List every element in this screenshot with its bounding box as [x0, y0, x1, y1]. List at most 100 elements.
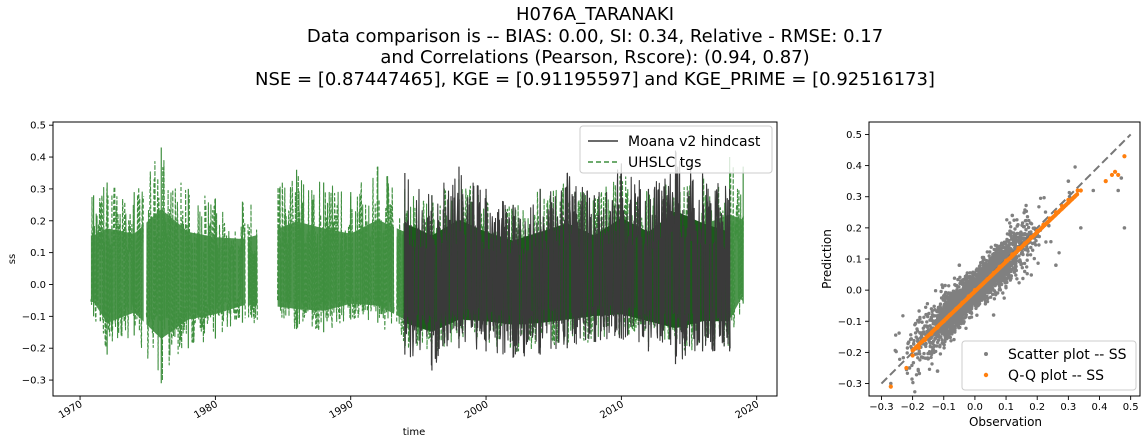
scatter-point — [1004, 286, 1008, 290]
x-axis-label: time — [403, 427, 426, 438]
scatter-point — [975, 313, 979, 317]
scatter-point — [984, 288, 988, 293]
scatter-point — [967, 316, 972, 320]
scatter-point — [1057, 251, 1061, 255]
scatter-point — [926, 328, 931, 332]
scatter-point — [905, 371, 910, 375]
scatter-point — [922, 315, 926, 319]
scatter-point — [897, 331, 901, 335]
scatter-point — [974, 300, 978, 304]
scatter-point — [991, 256, 996, 261]
scatter-point — [1022, 269, 1027, 274]
sc-x-tick-label-1: −0.2 — [900, 402, 924, 413]
scatter-point — [989, 295, 993, 299]
scatter-point — [957, 285, 961, 289]
scatter-point — [989, 245, 993, 249]
scatter-point — [943, 283, 947, 288]
y-tick-label-7: 0.4 — [30, 153, 46, 164]
scatter-point — [927, 311, 931, 316]
scatter-point — [929, 307, 934, 311]
scatter-point — [1025, 253, 1030, 257]
scatter-point — [956, 277, 960, 282]
scatter-point — [962, 320, 966, 324]
scatter-point — [964, 278, 968, 282]
scatter-point — [936, 313, 941, 317]
scatter-point — [1027, 218, 1031, 223]
scatter-point — [969, 307, 974, 311]
scatter-point — [996, 253, 1000, 258]
scatter-point — [953, 320, 958, 324]
y-tick-label-8: 0.5 — [30, 121, 46, 132]
scatter-point — [1003, 276, 1007, 280]
scatter-point — [947, 301, 952, 305]
scatter-point — [939, 289, 943, 294]
scatter-point — [932, 304, 936, 308]
sc-y-tick-label-6: 0.3 — [846, 192, 862, 203]
scatter-point — [1067, 190, 1072, 195]
scatter-point — [994, 293, 998, 297]
scatter-point — [925, 302, 930, 306]
title-line-metrics: Data comparison is -- BIAS: 0.00, SI: 0.… — [306, 25, 884, 47]
scatter-point — [1024, 203, 1028, 208]
scatter-point — [964, 284, 968, 289]
scatter-point — [941, 285, 945, 290]
scatter-point — [898, 357, 902, 361]
sc-legend-frame — [961, 340, 1137, 391]
scatter-point-0 — [889, 381, 893, 386]
scatter-point — [1026, 249, 1030, 253]
scatter-legend: Scatter plot -- SS Q-Q plot -- SS — [961, 340, 1137, 391]
scatter-point — [992, 297, 997, 301]
scatter-point — [1013, 268, 1017, 272]
qq-point-30 — [1078, 188, 1083, 193]
scatter-point — [950, 292, 955, 296]
scatter-point — [1022, 233, 1026, 237]
scatter-point — [909, 337, 913, 341]
scatter-point — [1038, 196, 1043, 200]
scatter-point — [1000, 249, 1005, 253]
scatter-point — [925, 320, 929, 324]
scatter-point — [993, 276, 997, 280]
scatter-point — [1005, 254, 1009, 258]
scatter-point — [1014, 273, 1018, 277]
scatter-point — [901, 356, 905, 360]
scatter-point — [1003, 270, 1007, 274]
legend-label-hindcast: Moana v2 hindcast — [628, 134, 761, 150]
scatter-point — [951, 302, 955, 306]
scatter-point — [1002, 296, 1006, 300]
scatter-point — [923, 356, 928, 360]
scatter-point — [930, 362, 934, 366]
qq-point-34 — [1116, 172, 1121, 178]
scatter-point — [1026, 225, 1031, 230]
figure-title: H076A_TARANAKI Data comparison is -- BIA… — [0, 4, 1147, 90]
scatter-point — [949, 297, 954, 301]
scatter-point — [1005, 239, 1009, 243]
scatter-point — [964, 313, 968, 317]
scatter-plot-area — [880, 133, 1132, 394]
scatter-point — [1006, 276, 1010, 280]
scatter-point — [952, 337, 956, 342]
scatter-point — [932, 350, 936, 355]
sc-y-tick-label-4: 0.1 — [846, 255, 862, 266]
scatter-point — [965, 271, 969, 275]
scatter-point — [1028, 221, 1033, 225]
series-1-trace-0 — [90, 186, 145, 349]
scatter-point — [1021, 276, 1025, 281]
scatter-point — [917, 320, 921, 324]
scatter-point — [962, 310, 967, 315]
sc-x-tick-label-4: 0.1 — [998, 402, 1014, 413]
scatter-point — [947, 334, 952, 339]
y-tick-label-5: 0.2 — [30, 216, 46, 227]
scatter-point-2 — [926, 356, 930, 361]
scatter-point — [947, 307, 951, 311]
scatter-point — [913, 390, 917, 394]
scatter-point — [1014, 264, 1018, 269]
sc-y-tick-label-8: 0.5 — [846, 130, 862, 141]
series-0-group — [403, 150, 731, 371]
scatter-point — [968, 271, 972, 275]
scatter-point — [1017, 235, 1021, 240]
scatter-point — [920, 320, 924, 324]
scatter-point — [1073, 165, 1077, 169]
qq-point-dense — [1075, 192, 1080, 197]
scatter-point — [969, 311, 974, 315]
